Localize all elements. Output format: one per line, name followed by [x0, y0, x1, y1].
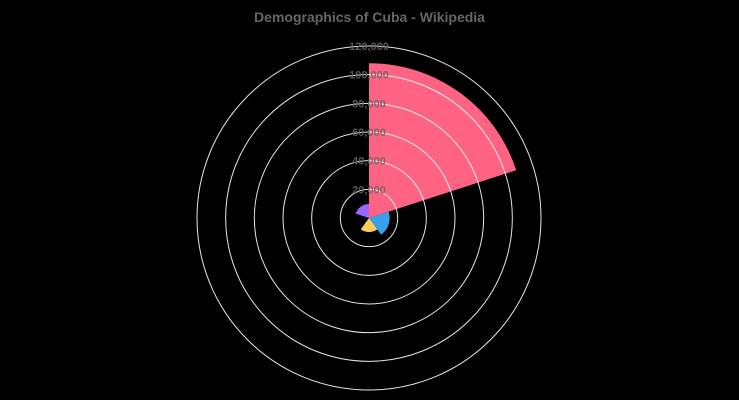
polar-segment[interactable]: [360, 218, 378, 233]
polar-segment[interactable]: [369, 63, 517, 219]
r-axis-tick-label: 80,000: [352, 98, 386, 110]
r-axis-tick-label: 120,000: [349, 41, 389, 53]
chart-title: Demographics of Cuba - Wikipedia: [254, 9, 485, 25]
grid-ring: [311, 160, 427, 276]
polar-segment[interactable]: [355, 203, 369, 218]
grid-ring: [225, 74, 513, 362]
polar-segment[interactable]: [369, 211, 390, 235]
r-axis-tick-label: 60,000: [352, 127, 386, 139]
r-axis-tick-label: 40,000: [352, 156, 386, 168]
r-axis-tick-label: 20,000: [352, 184, 386, 196]
r-axis-tick-label: 100,000: [349, 70, 389, 82]
grid-ring: [282, 131, 456, 305]
grid-ring: [196, 45, 542, 391]
grid-ring: [339, 188, 399, 248]
grid-ring: [253, 102, 485, 334]
